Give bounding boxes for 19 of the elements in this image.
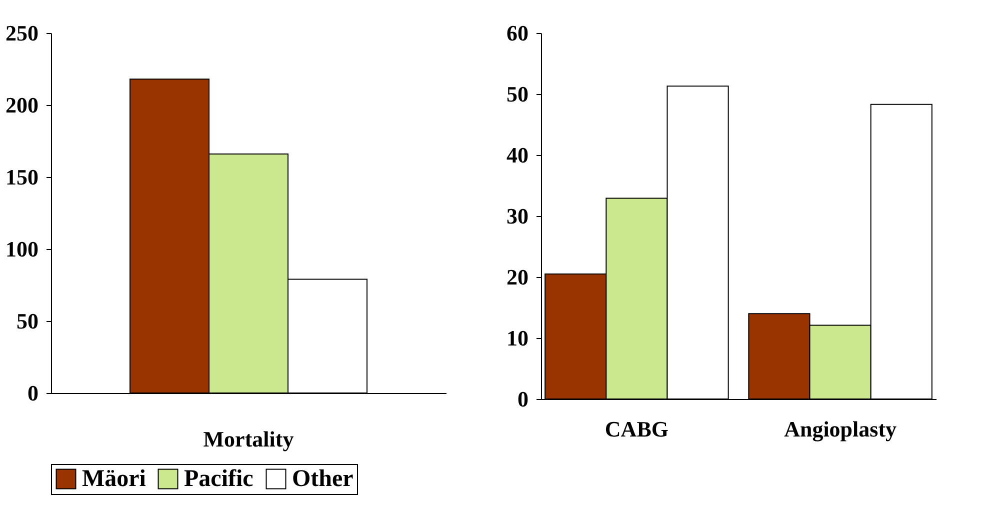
y-tick-label: 10 (506, 326, 528, 350)
legend-label: Mäori (82, 466, 146, 492)
x-tick-label: Angioplasty (784, 416, 897, 442)
y-tick-label: 250 (6, 20, 38, 46)
y-tick-label: 0 (518, 386, 528, 412)
y-tick-label: 50 (16, 308, 38, 334)
y-tick-label: 20 (506, 264, 528, 290)
y-tick-label: 30 (506, 204, 528, 228)
y-tick-label: 60 (506, 20, 528, 46)
y-tick-label: 40 (506, 142, 528, 168)
y-tick-label: 150 (6, 164, 38, 190)
y-tick-label: 50 (506, 82, 528, 106)
x-tick-label: Mortality (203, 426, 294, 452)
legend-label: Other (292, 466, 354, 492)
y-tick-label: 100 (6, 236, 38, 262)
x-tick-label: CABG (604, 416, 668, 442)
legend-label: Pacific (184, 466, 254, 492)
y-tick-label: 200 (6, 92, 38, 118)
y-tick-label: 0 (28, 380, 38, 406)
